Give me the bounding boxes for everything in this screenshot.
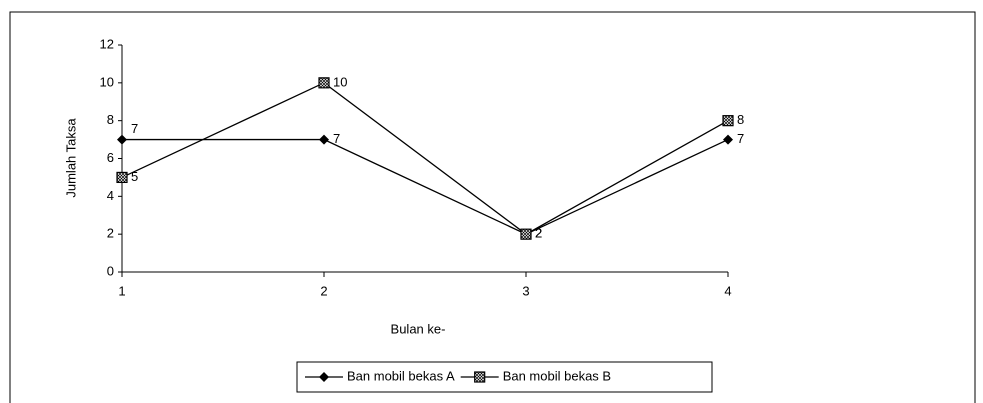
data-label: 2 bbox=[535, 226, 542, 241]
data-label: 7 bbox=[131, 121, 138, 136]
marker bbox=[318, 77, 330, 89]
legend-marker bbox=[474, 371, 486, 383]
legend-label: Ban mobil bekas B bbox=[503, 368, 611, 383]
marker bbox=[319, 134, 329, 145]
y-tick-label: 12 bbox=[100, 36, 114, 51]
y-tick-label: 4 bbox=[107, 188, 114, 203]
data-label: 8 bbox=[737, 112, 744, 127]
series-line bbox=[121, 82, 729, 235]
marker bbox=[520, 228, 532, 240]
data-label: 2 bbox=[535, 226, 542, 241]
x-tick-label: 2 bbox=[320, 283, 327, 298]
x-tick-label: 4 bbox=[724, 283, 731, 298]
data-label: 5 bbox=[131, 169, 138, 184]
marker bbox=[116, 171, 128, 184]
y-tick-label: 8 bbox=[107, 112, 114, 127]
y-tick-label: 2 bbox=[107, 226, 114, 241]
y-tick-label: 0 bbox=[107, 263, 114, 278]
data-label: 7 bbox=[737, 131, 744, 146]
series-line bbox=[122, 138, 729, 235]
chart-border bbox=[9, 11, 976, 403]
legend-box bbox=[296, 361, 713, 393]
data-label: 7 bbox=[333, 131, 340, 146]
legend-marker bbox=[319, 372, 329, 382]
x-tick-label: 1 bbox=[118, 283, 125, 298]
marker bbox=[117, 134, 127, 145]
y-axis-label: Jumlah Taksa bbox=[63, 118, 78, 198]
marker bbox=[723, 134, 733, 145]
x-axis-label: Bulan ke- bbox=[391, 321, 446, 336]
marker bbox=[722, 115, 734, 127]
y-tick-label: 6 bbox=[107, 150, 114, 165]
legend-label: Ban mobil bekas A bbox=[347, 368, 455, 383]
x-tick-label: 3 bbox=[522, 283, 529, 298]
y-tick-label: 10 bbox=[100, 74, 114, 89]
data-label: 10 bbox=[333, 74, 347, 89]
